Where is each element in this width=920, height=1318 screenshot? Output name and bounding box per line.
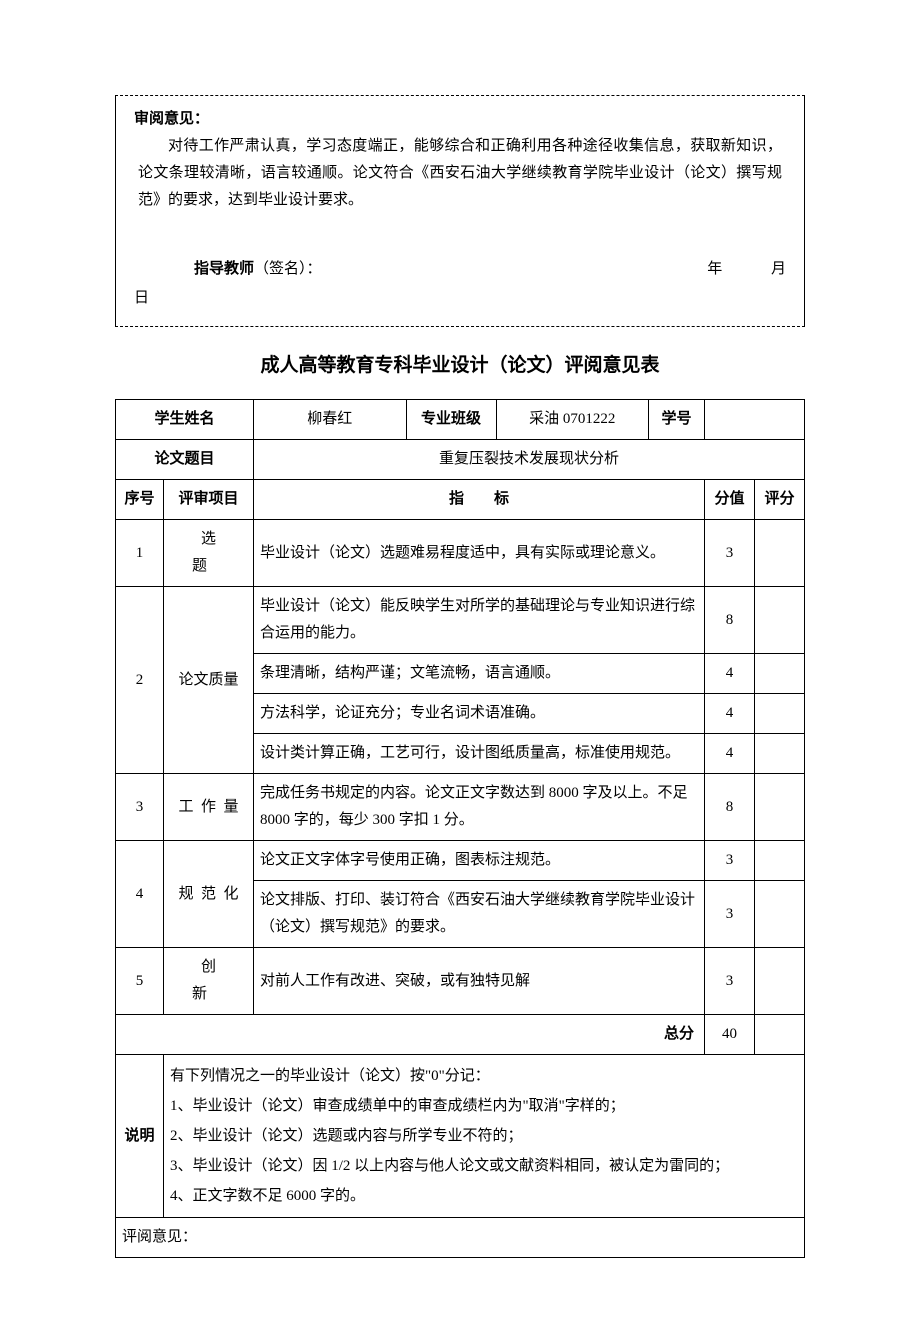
header-row-info: 学生姓名 柳春红 专业班级 采油 0701222 学号 <box>116 400 805 440</box>
grade-cell <box>755 774 805 841</box>
criterion: 毕业设计（论文）选题难易程度适中，具有实际或理论意义。 <box>254 520 705 587</box>
topic-value: 重复压裂技术发展现状分析 <box>254 440 805 480</box>
note-line: 3、毕业设计（论文）因 1/2 以上内容与他人论文或文献资料相同，被认定为雷同的… <box>170 1151 798 1181</box>
row-num: 2 <box>116 587 164 774</box>
col-score: 分值 <box>705 480 755 520</box>
row-item: 规范化 <box>164 841 254 948</box>
score: 4 <box>705 654 755 694</box>
table-row: 4 规范化 论文正文字体字号使用正确，图表标注规范。 3 <box>116 841 805 881</box>
score: 3 <box>705 841 755 881</box>
table-row: 1 选题 毕业设计（论文）选题难易程度适中，具有实际或理论意义。 3 <box>116 520 805 587</box>
score: 3 <box>705 881 755 948</box>
day-line: 日 <box>134 285 786 312</box>
notes-content: 有下列情况之一的毕业设计（论文）按"0"分记： 1、毕业设计（论文）审查成绩单中… <box>164 1055 805 1218</box>
review-opinion-box: 审阅意见： 对待工作严肃认真，学习态度端正，能够综合和正确利用各种途径收集信息，… <box>115 95 805 327</box>
note-line: 1、毕业设计（论文）审查成绩单中的审查成绩栏内为"取消"字样的； <box>170 1091 798 1121</box>
criterion: 论文正文字体字号使用正确，图表标注规范。 <box>254 841 705 881</box>
grade-cell <box>755 881 805 948</box>
review-body: 对待工作严肃认真，学习态度端正，能够综合和正确利用各种途径收集信息，获取新知识，… <box>134 133 786 214</box>
class-value: 采油 0701222 <box>496 400 649 440</box>
note-line: 有下列情况之一的毕业设计（论文）按"0"分记： <box>170 1061 798 1091</box>
grade-cell <box>755 654 805 694</box>
col-num: 序号 <box>116 480 164 520</box>
id-value <box>705 400 805 440</box>
grade-cell <box>755 694 805 734</box>
page-title: 成人高等教育专科毕业设计（论文）评阅意见表 <box>115 349 805 383</box>
notes-row: 说明 有下列情况之一的毕业设计（论文）按"0"分记： 1、毕业设计（论文）审查成… <box>116 1055 805 1218</box>
criterion: 毕业设计（论文）能反映学生对所学的基础理论与专业知识进行综合运用的能力。 <box>254 587 705 654</box>
total-grade <box>755 1015 805 1055</box>
col-item: 评审项目 <box>164 480 254 520</box>
header-row-topic: 论文题目 重复压裂技术发展现状分析 <box>116 440 805 480</box>
table-row: 3 工作量 完成任务书规定的内容。论文正文字数达到 8000 字及以上。不足 8… <box>116 774 805 841</box>
col-grade: 评分 <box>755 480 805 520</box>
grade-cell <box>755 734 805 774</box>
criterion: 设计类计算正确，工艺可行，设计图纸质量高，标准使用规范。 <box>254 734 705 774</box>
row-num: 5 <box>116 948 164 1015</box>
row-num: 4 <box>116 841 164 948</box>
score: 8 <box>705 774 755 841</box>
grade-cell <box>755 841 805 881</box>
note-line: 2、毕业设计（论文）选题或内容与所学专业不符的； <box>170 1121 798 1151</box>
class-label: 专业班级 <box>406 400 496 440</box>
criterion: 方法科学，论证充分；专业名词术语准确。 <box>254 694 705 734</box>
score: 8 <box>705 587 755 654</box>
bottom-opinion: 评阅意见： <box>116 1218 805 1258</box>
table-row: 5 创新 对前人工作有改进、突破，或有独特见解 3 <box>116 948 805 1015</box>
score: 4 <box>705 734 755 774</box>
score: 3 <box>705 520 755 587</box>
name-label: 学生姓名 <box>116 400 254 440</box>
evaluation-table: 学生姓名 柳春红 专业班级 采油 0701222 学号 论文题目 重复压裂技术发… <box>115 399 805 1258</box>
bottom-opinion-row: 评阅意见： <box>116 1218 805 1258</box>
name-value: 柳春红 <box>254 400 406 440</box>
id-label: 学号 <box>649 400 705 440</box>
total-label: 总分 <box>116 1015 705 1055</box>
signature-label: 指导教师（签名）： <box>194 256 322 283</box>
grade-cell <box>755 587 805 654</box>
column-header-row: 序号 评审项目 指标 分值 评分 <box>116 480 805 520</box>
row-num: 1 <box>116 520 164 587</box>
col-indicator: 指标 <box>254 480 705 520</box>
review-heading: 审阅意见： <box>134 106 786 133</box>
table-row: 2 论文质量 毕业设计（论文）能反映学生对所学的基础理论与专业知识进行综合运用的… <box>116 587 805 654</box>
row-item: 创新 <box>164 948 254 1015</box>
topic-label: 论文题目 <box>116 440 254 480</box>
score: 3 <box>705 948 755 1015</box>
total-row: 总分 40 <box>116 1015 805 1055</box>
row-num: 3 <box>116 774 164 841</box>
grade-cell <box>755 948 805 1015</box>
criterion: 对前人工作有改进、突破，或有独特见解 <box>254 948 705 1015</box>
row-item: 论文质量 <box>164 587 254 774</box>
row-item: 工作量 <box>164 774 254 841</box>
score: 4 <box>705 694 755 734</box>
notes-label: 说明 <box>116 1055 164 1218</box>
criterion: 条理清晰，结构严谨；文笔流畅，语言通顺。 <box>254 654 705 694</box>
date-placeholder: 年 月 <box>707 256 786 283</box>
criterion: 完成任务书规定的内容。论文正文字数达到 8000 字及以上。不足 8000 字的… <box>254 774 705 841</box>
total-value: 40 <box>705 1015 755 1055</box>
note-line: 4、正文字数不足 6000 字的。 <box>170 1181 798 1211</box>
criterion: 论文排版、打印、装订符合《西安石油大学继续教育学院毕业设计（论文）撰写规范》的要… <box>254 881 705 948</box>
signature-line: 指导教师（签名）： 年 月 <box>134 256 786 283</box>
grade-cell <box>755 520 805 587</box>
row-item: 选题 <box>164 520 254 587</box>
